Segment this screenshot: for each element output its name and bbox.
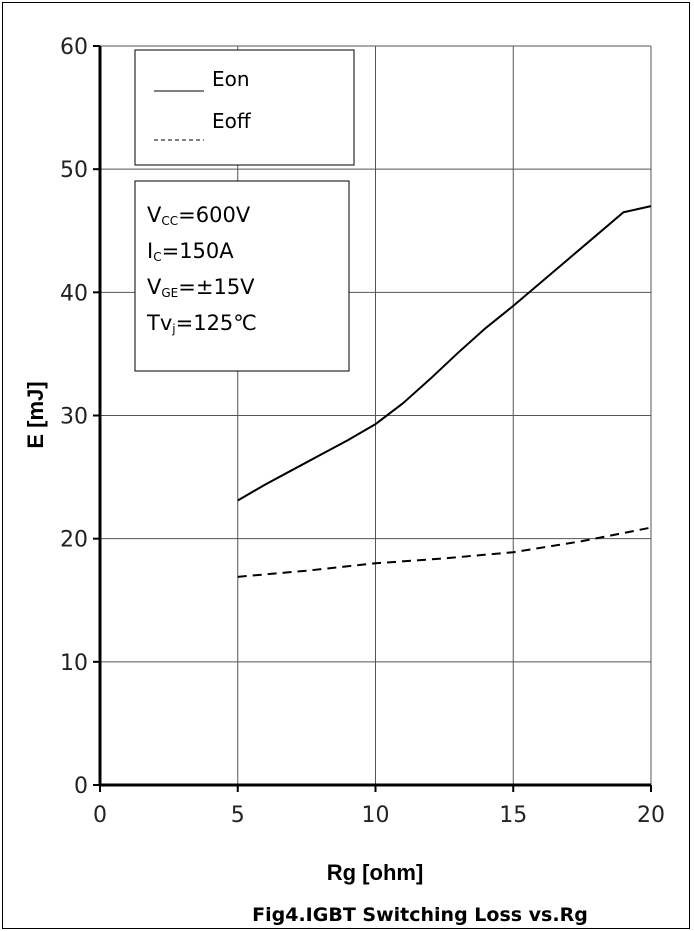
y-axis-label: E [mJ] — [23, 381, 48, 448]
y-tick-label: 60 — [60, 35, 88, 60]
x-tick-label: 20 — [637, 803, 665, 828]
y-tick-label: 40 — [60, 281, 88, 306]
condition-line: IC=150A — [147, 239, 234, 264]
x-tick-label: 15 — [499, 803, 527, 828]
legend-box: Eon Eoff — [134, 49, 355, 166]
x-tick-label: 10 — [362, 803, 390, 828]
y-tick-label: 10 — [60, 651, 88, 676]
chart-title: Fig4.IGBT Switching Loss vs.Rg — [252, 904, 588, 926]
series-eoff-line — [237, 526, 652, 578]
x-tick-label: 0 — [93, 803, 107, 828]
legend-eoff-label: Eoff — [212, 109, 252, 133]
tick-labels: 0 10 20 30 40 50 60 0 5 10 15 20 — [60, 35, 665, 828]
legend-eon-label: Eon — [212, 67, 250, 91]
axes — [93, 45, 652, 792]
condition-line: VGE=±15V — [147, 275, 255, 300]
y-tick-label: 30 — [60, 405, 88, 430]
x-axis-label: Rg [ohm] — [327, 860, 424, 885]
y-tick-label: 0 — [74, 774, 88, 799]
series-eon-line — [237, 205, 652, 502]
conditions-text: VCC=600V IC=150A VGE=±15V Tvj=125℃ — [146, 203, 257, 336]
condition-line: Tvj=125℃ — [146, 311, 257, 336]
x-tick-label: 5 — [231, 803, 245, 828]
y-tick-label: 50 — [60, 158, 88, 183]
condition-line: VCC=600V — [147, 203, 251, 228]
conditions-box: VCC=600V IC=150A VGE=±15V Tvj=125℃ — [134, 180, 350, 372]
y-tick-label: 20 — [60, 528, 88, 553]
series-lines — [237, 205, 652, 578]
